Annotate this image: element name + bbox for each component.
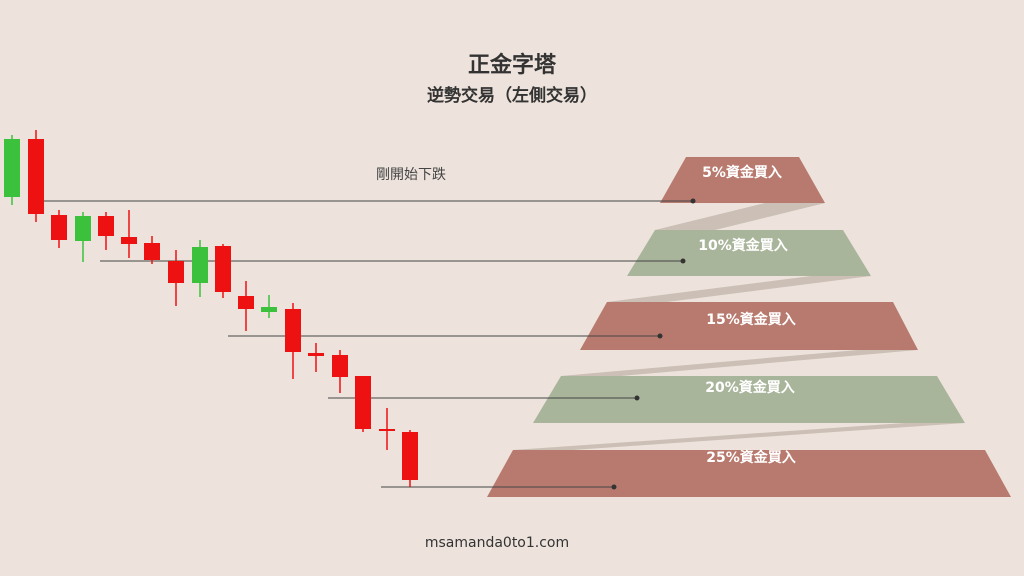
tier [660,157,825,203]
candle-body [28,139,44,214]
tier [487,450,1011,497]
candle-body [355,376,371,429]
candle-body [75,216,91,241]
candle-body [4,139,20,197]
connector [513,423,965,450]
tier-labels: 5%資金買入 10%資金買入 15%資金買入 20%資金買入 25%資金買入 [698,164,796,466]
tier-label: 25%資金買入 [706,449,796,466]
candle-body [192,247,208,283]
pointer-dot [657,333,663,339]
candle-body [379,429,395,431]
pointer-dot [680,258,686,264]
candles [4,130,696,490]
connector [655,203,825,230]
candle-body [51,215,67,240]
tier-label: 15%資金買入 [706,311,796,328]
pointer-dot [690,198,696,204]
subtitle: 逆勢交易（左側交易） [427,85,597,106]
footer: msamanda0to1.com [425,535,569,551]
candle-body [215,246,231,292]
pointer-dot [611,484,617,490]
annotation: 剛開始下跌 [376,167,446,183]
candle-body [121,237,137,244]
pointer-dot [634,395,640,401]
tier-label: 10%資金買入 [698,237,788,254]
candle-body [144,243,160,260]
candle-body [261,307,277,312]
candle-body [308,353,324,356]
tier [627,230,871,276]
candle-body [238,296,254,309]
candle-body [168,261,184,283]
connector [607,276,871,302]
title: 正金字塔 [468,52,557,78]
tier [580,302,918,350]
candle-body [332,355,348,377]
candle-body [285,309,301,352]
tier-label: 20%資金買入 [705,379,795,396]
connector [561,350,918,376]
tier [533,376,965,423]
pyramid [487,157,1011,497]
candle-body [402,432,418,480]
candle-body [98,216,114,236]
tier-label: 5%資金買入 [702,164,782,181]
